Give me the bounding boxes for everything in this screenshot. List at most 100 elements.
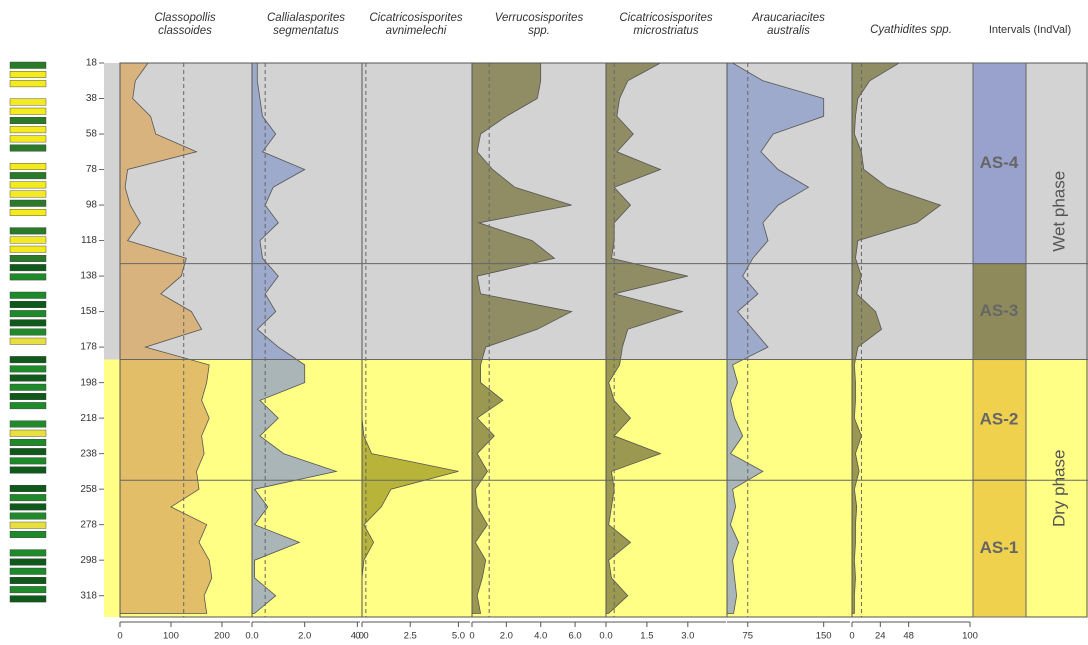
panel-title: segmentatus <box>273 25 339 37</box>
lithology-bed <box>10 366 46 373</box>
lithology-bed <box>10 136 46 143</box>
lithology-bed <box>10 99 46 106</box>
lithology-bed <box>10 246 46 253</box>
lithology-bed <box>10 513 46 520</box>
y-tick-label: 138 <box>80 271 97 282</box>
lithology-bed <box>10 191 46 198</box>
panel-title: Cicatricosisporites <box>369 12 463 24</box>
lithology-bed <box>10 596 46 603</box>
zone-label: AS-2 <box>980 409 1019 428</box>
y-tick-label: 318 <box>80 590 97 601</box>
x-tick-label: 24 <box>875 631 886 642</box>
y-tick-label: 118 <box>81 235 97 246</box>
lithology-bed <box>10 568 46 575</box>
panel-title: Classopollis <box>154 12 216 24</box>
y-tick-label: 38 <box>86 93 98 104</box>
lithology-bed <box>10 485 46 492</box>
y-tick-label: 278 <box>80 519 97 530</box>
x-tick-label: 100 <box>962 631 978 642</box>
lithology-bed <box>10 329 46 336</box>
lithology-bed <box>10 172 46 179</box>
lithology-bed <box>10 375 46 382</box>
lithology-bed <box>10 448 46 455</box>
lithology-bed <box>10 384 46 391</box>
y-tick-label: 198 <box>80 377 97 388</box>
panel-title: Araucariacites <box>751 12 825 24</box>
panel-title: classoides <box>158 25 212 37</box>
lithology-bed <box>10 550 46 557</box>
lithology-bed <box>10 274 46 281</box>
lithology-bed <box>10 458 46 465</box>
lithology-bed <box>10 108 46 115</box>
x-tick-label: 100 <box>163 631 179 642</box>
lithology-bed <box>10 494 46 501</box>
x-tick-label: 0 <box>849 631 854 642</box>
x-tick-label: 75 <box>742 631 753 642</box>
lithology-bed <box>10 356 46 363</box>
y-tick-label: 218 <box>80 413 97 424</box>
phase-label: Wet phase <box>1049 171 1068 252</box>
lithology-bed <box>10 163 46 170</box>
y-tick-label: 178 <box>80 342 97 353</box>
y-tick-label: 98 <box>86 200 98 211</box>
x-tick-label: 0 <box>117 631 122 642</box>
lithology-bed <box>10 467 46 474</box>
x-tick-label: 5.0 <box>452 631 465 642</box>
lithology-bed <box>10 586 46 593</box>
lithology-bed <box>10 182 46 189</box>
lithology-bed <box>10 559 46 566</box>
zone-label: AS-3 <box>980 301 1019 320</box>
y-tick-label: 78 <box>86 164 98 175</box>
x-tick-label: 2.0 <box>500 631 513 642</box>
y-tick-label: 238 <box>80 448 97 459</box>
panel-title: avnimelechi <box>386 25 447 37</box>
lithology-bed <box>10 430 46 437</box>
x-tick-label: 150 <box>816 631 832 642</box>
x-tick-label: 2.5 <box>404 631 417 642</box>
lithology-bed <box>10 145 46 152</box>
x-tick-label: 2.0 <box>298 631 311 642</box>
x-tick-label: 0.0 <box>355 631 368 642</box>
lithology-bed <box>10 237 46 244</box>
y-tick-label: 258 <box>80 484 97 495</box>
x-tick-label: 0.0 <box>599 631 612 642</box>
x-tick-label: 48 <box>903 631 914 642</box>
panel-title: spp. <box>528 25 550 37</box>
lithology-bed <box>10 292 46 299</box>
lithology-bed <box>10 126 46 132</box>
x-tick-label: 3.0 <box>681 631 694 642</box>
y-tick-label: 58 <box>86 129 98 140</box>
lithology-bed <box>10 228 46 235</box>
lithology-bed <box>10 301 46 308</box>
lithology-bed <box>10 62 46 69</box>
lithology-bed <box>10 504 46 511</box>
lithology-bed <box>10 338 46 345</box>
lithology-bed <box>10 439 46 446</box>
y-tick-label: 18 <box>86 58 98 69</box>
x-tick-label: 4.0 <box>534 631 547 642</box>
lithology-column <box>10 62 46 602</box>
lithology-bed <box>10 393 46 400</box>
x-tick-label: 6.0 <box>568 631 581 642</box>
lithology-bed <box>10 255 46 262</box>
lithology-bed <box>10 117 46 124</box>
x-tick-label: 0.0 <box>245 631 258 642</box>
panel-title: Cyathidites spp. <box>870 24 952 36</box>
y-tick-label: 298 <box>80 555 97 566</box>
lithology-bed <box>10 320 46 327</box>
lithology-bed <box>10 522 46 529</box>
panel-title: microstriatus <box>633 25 698 37</box>
intervals-title: Intervals (IndVal) <box>989 24 1071 36</box>
lithology-bed <box>10 71 46 78</box>
lithology-bed <box>10 402 46 409</box>
panel-title: Callialasporites <box>267 12 345 24</box>
lithology-bed <box>10 531 46 538</box>
lithology-bed <box>10 421 46 428</box>
zone-label: AS-1 <box>980 538 1019 557</box>
panel-title: Cicatricosisporites <box>619 12 713 24</box>
phase-label: Dry phase <box>1049 450 1068 527</box>
panel-title: Verrucosisporites <box>495 12 584 24</box>
x-tick-label: 1.5 <box>640 631 653 642</box>
pollen-diagram: 1838587898118138158178198218238258278298… <box>0 0 1088 645</box>
lithology-bed <box>10 310 46 317</box>
